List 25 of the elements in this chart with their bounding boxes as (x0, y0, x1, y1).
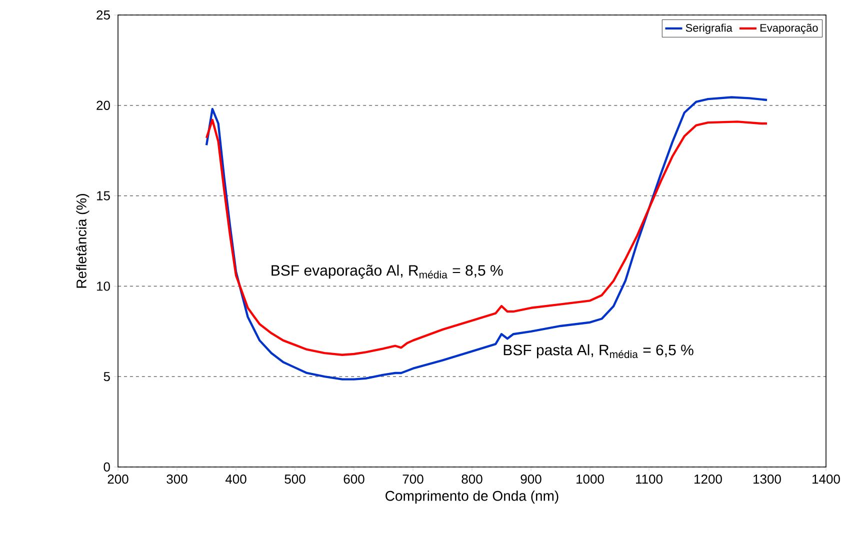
x-tick-label: 600 (344, 474, 364, 484)
y-axis-title: Refletância (%) (76, 194, 90, 288)
annotation: BSF pasta Al, R$_{média}$ = 6,5 % (504, 344, 694, 358)
x-tick-label: 400 (225, 474, 246, 484)
y-tick-label: 25 (96, 10, 110, 20)
x-tick-label: 500 (284, 474, 306, 484)
y-tick-label: 20 (96, 100, 110, 110)
x-tick-label: 1200 (694, 474, 722, 484)
y-tick-label: 0 (104, 462, 110, 472)
x-tick-label: 1400 (812, 474, 840, 484)
x-tick-label: 200 (108, 474, 128, 484)
x-tick-label: 800 (462, 474, 482, 484)
x-tick-label: 1100 (636, 474, 662, 484)
legend-label: Serigrafia (686, 24, 732, 34)
x-tick-label: 900 (520, 474, 542, 484)
y-tick-label: 15 (97, 191, 110, 200)
x-tick-label: 1000 (576, 474, 604, 484)
annotation: BSF evaporação Al, R$_{média}$ = 8,5 % (272, 264, 503, 279)
x-tick-label: 1300 (754, 474, 781, 484)
y-tick-label: 5 (104, 372, 110, 382)
x-tick-label: 700 (402, 474, 424, 484)
legend-label: Evaporação (760, 24, 818, 34)
y-tick-label: 10 (97, 282, 110, 291)
x-tick-label: 300 (166, 474, 188, 484)
x-axis-title: Comprimento de Onda (nm) (386, 490, 558, 504)
